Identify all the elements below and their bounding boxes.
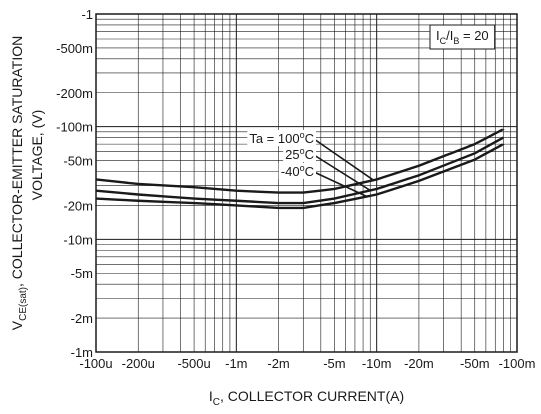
x-tick-label: -20m bbox=[404, 356, 434, 371]
x-tick-label: -200u bbox=[122, 356, 155, 371]
x-tick-label: -100m bbox=[499, 356, 536, 371]
annotation-label-0: Ta = 100oC bbox=[249, 130, 314, 146]
y-tick-labels: -1 -500m -200m -100m -50m -20m -10m -5m -2m -1m bbox=[56, 7, 93, 360]
annotation-bg-2 bbox=[278, 163, 316, 179]
annotation-bg-1 bbox=[283, 146, 316, 162]
annotation-leader-2 bbox=[313, 171, 368, 198]
y-tick-label: -2m bbox=[71, 311, 93, 326]
series-line-1 bbox=[95, 136, 505, 205]
annotation-label-2: -40oC bbox=[281, 163, 314, 179]
annotation-leader-0 bbox=[313, 138, 374, 181]
x-tick-label: -1m bbox=[225, 356, 247, 371]
plot-frame bbox=[95, 13, 518, 353]
series-line-2 bbox=[95, 143, 504, 210]
series-line-0 bbox=[95, 128, 505, 194]
x-tick-label: -10m bbox=[362, 356, 392, 371]
y-tick-label: -1m bbox=[71, 345, 93, 360]
annotation-leader-1 bbox=[313, 154, 371, 192]
x-axis-title: IC, COLLECTOR CURRENT(A) bbox=[209, 388, 404, 408]
y-tick-label: -200m bbox=[56, 86, 93, 101]
condition-label: IC/IB = 20 bbox=[436, 28, 489, 46]
x-tick-labels: -100u -200u -500u -1m -2m -5m -10m -20m -50m -100… bbox=[79, 356, 535, 371]
y-tick-label: -20m bbox=[63, 198, 93, 213]
series-layer bbox=[95, 128, 505, 210]
y-axis-title-line2: VOLTAGE, (V) bbox=[29, 110, 45, 201]
x-tick-label: -50m bbox=[460, 356, 490, 371]
x-tick-label: -100u bbox=[79, 356, 112, 371]
annotation-bg-0 bbox=[247, 130, 316, 146]
y-tick-label: -500m bbox=[56, 41, 93, 56]
x-tick-label: -5m bbox=[323, 356, 345, 371]
y-tick-label: -10m bbox=[63, 232, 93, 247]
y-tick-label: -100m bbox=[56, 120, 93, 135]
condition-box bbox=[429, 24, 496, 50]
x-tick-label: -2m bbox=[267, 356, 289, 371]
annotation-label-1: 25oC bbox=[285, 146, 314, 162]
x-tick-label: -500u bbox=[177, 356, 210, 371]
y-tick-label: -5m bbox=[71, 266, 93, 281]
grid bbox=[95, 14, 517, 353]
y-tick-label: -1 bbox=[81, 7, 93, 22]
y-axis-title-line1: VCE(sat), COLLECTOR-EMITTER SATURATION bbox=[9, 36, 29, 331]
y-tick-label: -50m bbox=[63, 154, 93, 169]
